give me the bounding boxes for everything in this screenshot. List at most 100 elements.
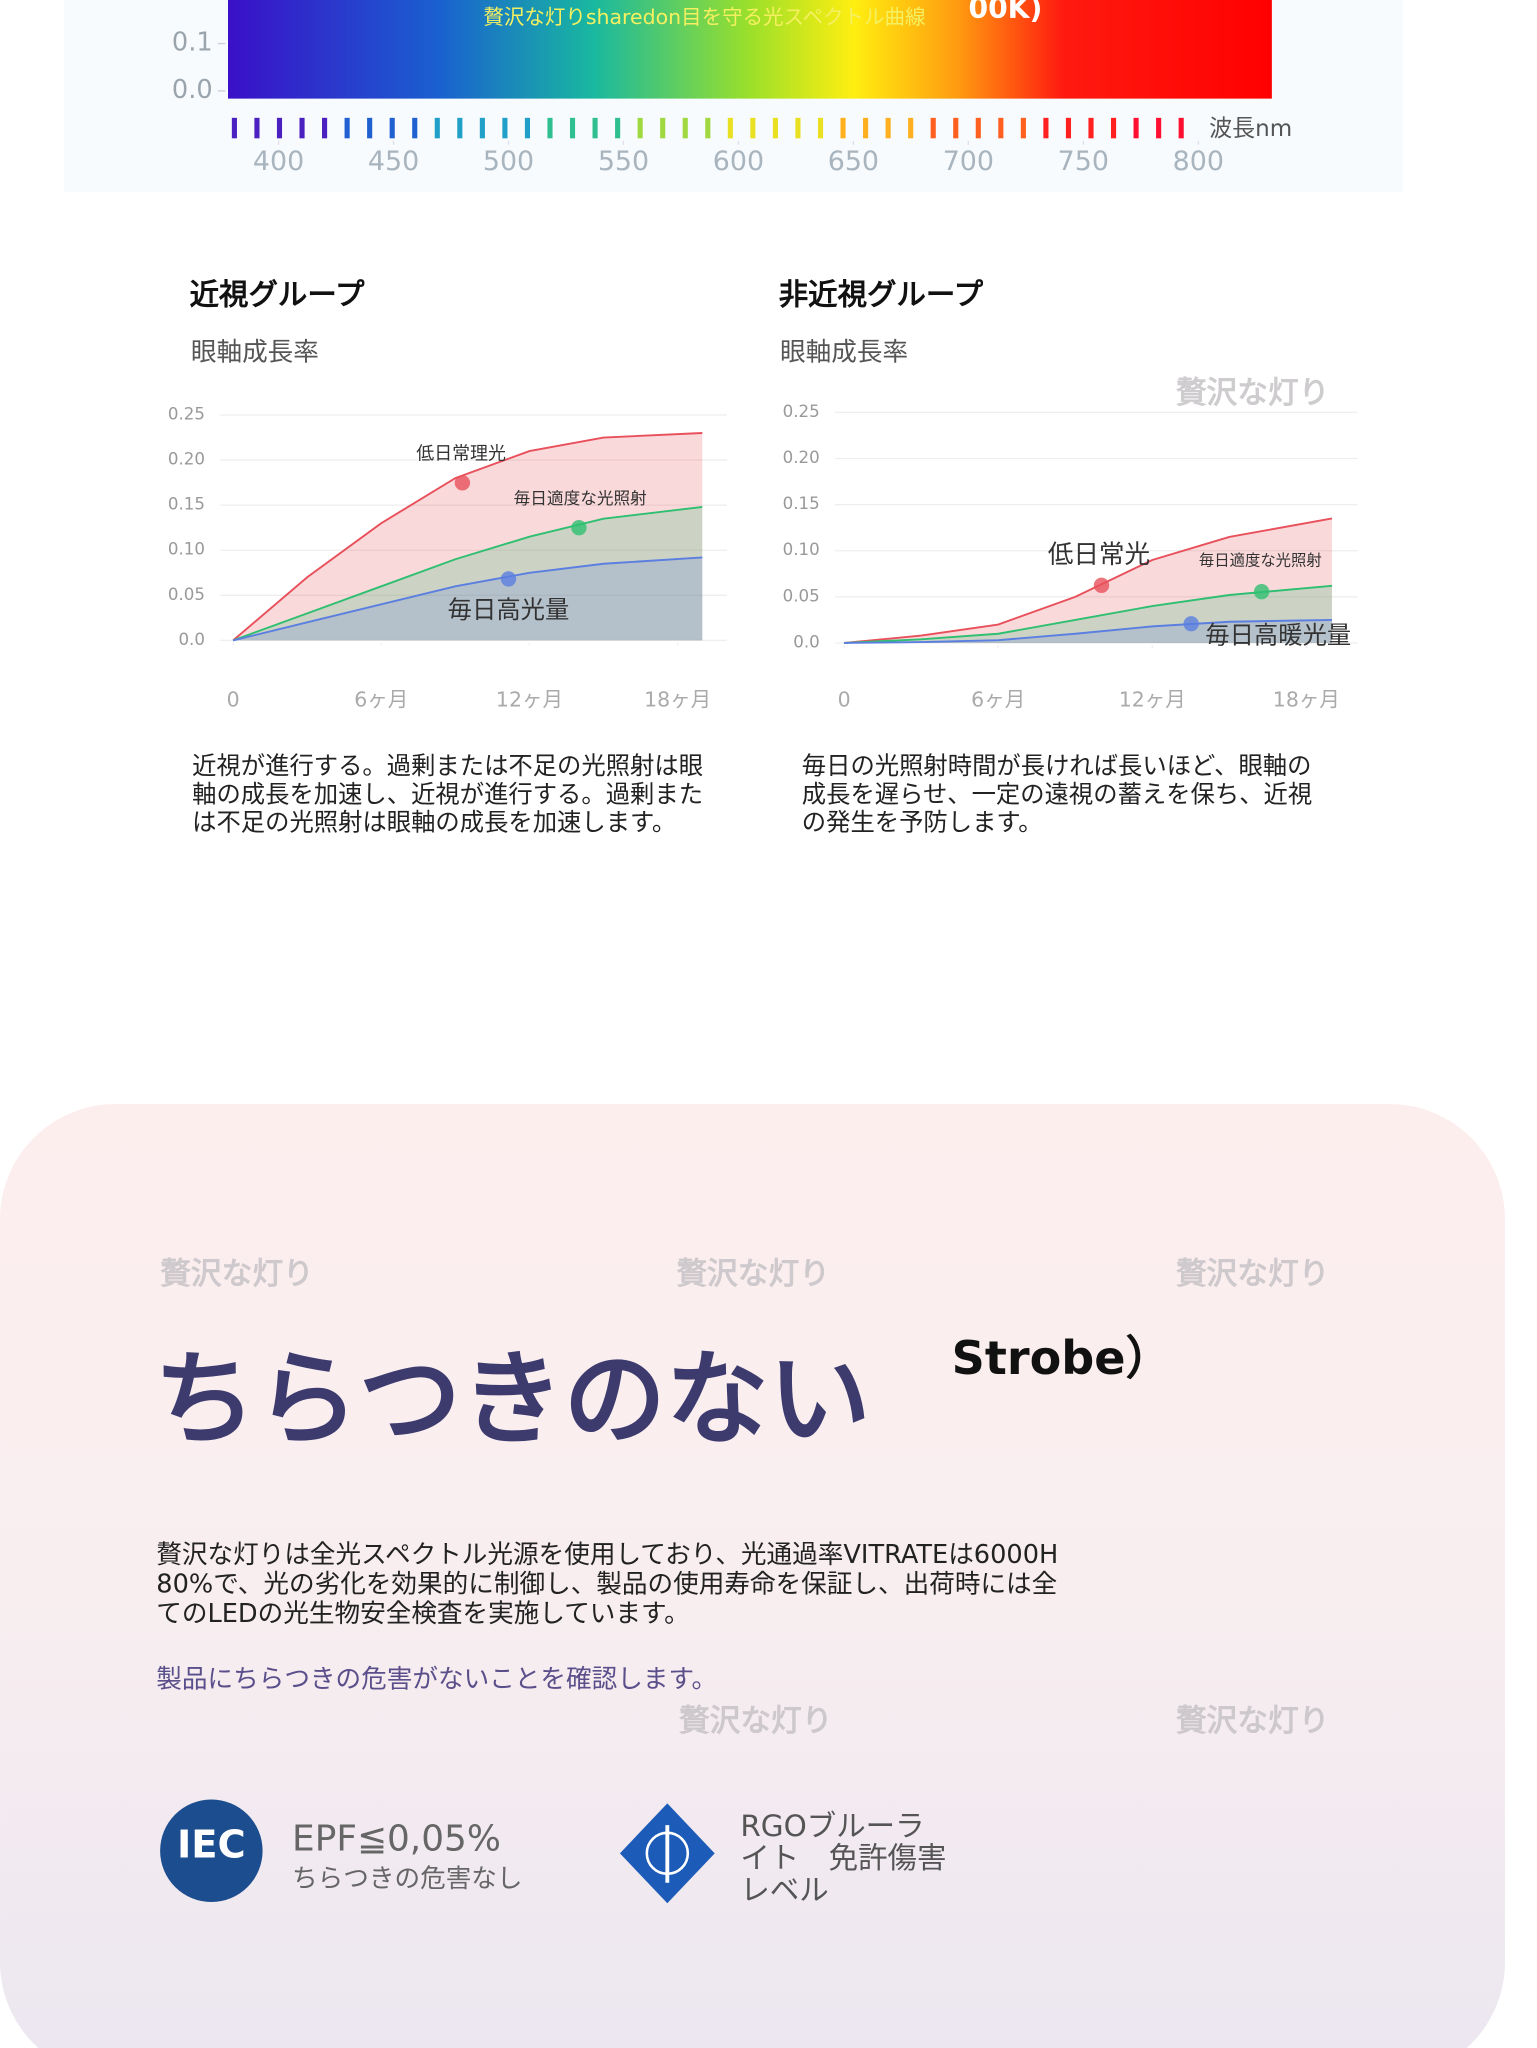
y-tick-label: 0.05 [168, 585, 205, 604]
x-tick-label: 400 [253, 146, 304, 177]
x-tick-label: 12ヶ月 [1119, 688, 1186, 712]
wavelength-dash [637, 117, 643, 139]
area [233, 506, 703, 641]
wavelength-dash [953, 117, 959, 139]
point-marker [1183, 616, 1199, 632]
chart-title: 贅沢な灯りsharedon目を守る光スペクトル曲線 [483, 5, 925, 29]
iec-icon [160, 1799, 263, 1902]
x-tick-label: 6ヶ月 [354, 688, 408, 712]
paragraph: 80%で、光の劣化を効果的に制御し、製品の使用寿命を保証し、出荷時には全 [156, 1570, 1057, 1600]
x-tick-label: 800 [1173, 146, 1224, 177]
series-label: 低日常理光 [416, 444, 506, 465]
series-line [844, 618, 1333, 644]
wavelength-dash [276, 117, 283, 139]
wavelength-dash [299, 117, 305, 139]
series-line [844, 584, 1333, 644]
area [844, 585, 1332, 643]
wavelength-dash [344, 117, 350, 139]
wavelength-dash [389, 117, 395, 139]
x-tick-label: 700 [943, 146, 994, 177]
wavelength-dash [254, 117, 260, 139]
point-marker [1093, 577, 1110, 594]
wavelength-dash [795, 117, 801, 139]
wavelength-dash [434, 117, 440, 139]
chart-title: 非近視グループ [779, 277, 984, 311]
series-label: 低日常光 [1048, 540, 1150, 570]
y-tick-label: 0.05 [783, 586, 820, 605]
area [844, 619, 1332, 643]
chart-title: 近視グループ [190, 277, 365, 311]
wavelength-dash [479, 117, 485, 139]
wavelength-dash [1043, 117, 1049, 139]
point-marker [1253, 584, 1270, 600]
wavelength-dash [885, 117, 891, 139]
wavelength-dash [367, 117, 373, 139]
y-tick-label: 0.10 [168, 540, 205, 559]
wavelength-dash [908, 117, 914, 139]
watermark: 贅沢な灯り [1176, 375, 1330, 411]
series-line [232, 556, 703, 642]
area [844, 518, 1332, 643]
x-tick-label: 18ヶ月 [1273, 688, 1340, 712]
wavelength-dash [592, 117, 598, 139]
y-tick-label: 0.10 [783, 540, 820, 559]
series-label: 毎日適度な光照射 [514, 489, 647, 508]
wavelength-dash [750, 117, 756, 139]
watermark: 贅沢な灯り [679, 1703, 833, 1739]
series-label: 毎日高暖光量 [1205, 621, 1351, 650]
x-tick-label: 600 [713, 146, 764, 177]
wavelength-dash [1088, 117, 1094, 139]
paragraph: 贅沢な灯りは全光スペクトル光源を使用しており、光通過率VITRATEは6000H [156, 1540, 1058, 1570]
badge-line: RGOブルーラ [740, 1809, 924, 1843]
wavelength-dash [660, 117, 666, 139]
heading: ちらつきのない [154, 1341, 871, 1460]
series-line [232, 432, 703, 642]
badge-line: レベル [740, 1873, 828, 1907]
wavelength-dash [1020, 117, 1026, 139]
wavelength-dash [502, 117, 508, 139]
x-tick-label: 6ヶ月 [971, 688, 1025, 712]
wavelength-dash [998, 117, 1004, 139]
y-axis-label: 眼軸成長率 [191, 338, 319, 368]
description: 毎日の光照射時間が長ければ長いほど、眼軸の [802, 751, 1312, 780]
y-tick-label: 0.20 [168, 450, 205, 469]
y-tick-label: 0.20 [783, 448, 820, 467]
series-line [844, 517, 1333, 644]
badge-subtitle: ちらつきの危害なし [292, 1864, 522, 1894]
x-tick-label: 650 [828, 146, 879, 177]
series-label: 毎日適度な光照射 [1199, 551, 1322, 569]
annotation: 00K) [969, 0, 1043, 25]
y-tick-label: 0.1 [172, 28, 213, 58]
wavelength-dash [412, 117, 418, 139]
description: 近視が進行する。過剰または不足の光照射は眼 [192, 751, 703, 780]
spectrum-fill [228, 0, 1272, 99]
wavelength-dash [1110, 117, 1117, 139]
wavelength-dash [524, 117, 531, 139]
wavelength-dash [1156, 117, 1162, 139]
area [233, 557, 703, 641]
x-tick-label: 450 [368, 146, 419, 177]
description: は不足の光照射は眼軸の成長を加速します。 [192, 808, 676, 837]
series-line [232, 505, 703, 642]
badge-line: イト 免許傷害 [740, 1841, 946, 1875]
strobe: Strobe） [952, 1331, 1172, 1385]
y-tick-label: 0.15 [168, 495, 205, 514]
wavelength-dash [840, 117, 846, 139]
wavelength-dash [231, 117, 237, 139]
x-tick-label: 0 [838, 688, 851, 712]
wavelength-dash [772, 117, 778, 139]
y-tick-label: 0.25 [783, 402, 820, 421]
wavelength-dash [457, 117, 463, 139]
wavelength-dash [322, 117, 328, 139]
wavelength-dash [817, 117, 824, 139]
point-marker [571, 520, 587, 536]
x-tick-label: 750 [1058, 146, 1109, 177]
y-axis-label: 眼軸成長率 [780, 338, 908, 368]
description: 成長を遅らせ、一定の遠視の蓄えを保ち、近視 [802, 779, 1312, 808]
wavelength-dash [863, 117, 869, 139]
watermark: 贅沢な灯り [1176, 1256, 1330, 1292]
x-tick-label: 500 [483, 146, 534, 177]
description: の発生を予防します。 [802, 808, 1043, 837]
